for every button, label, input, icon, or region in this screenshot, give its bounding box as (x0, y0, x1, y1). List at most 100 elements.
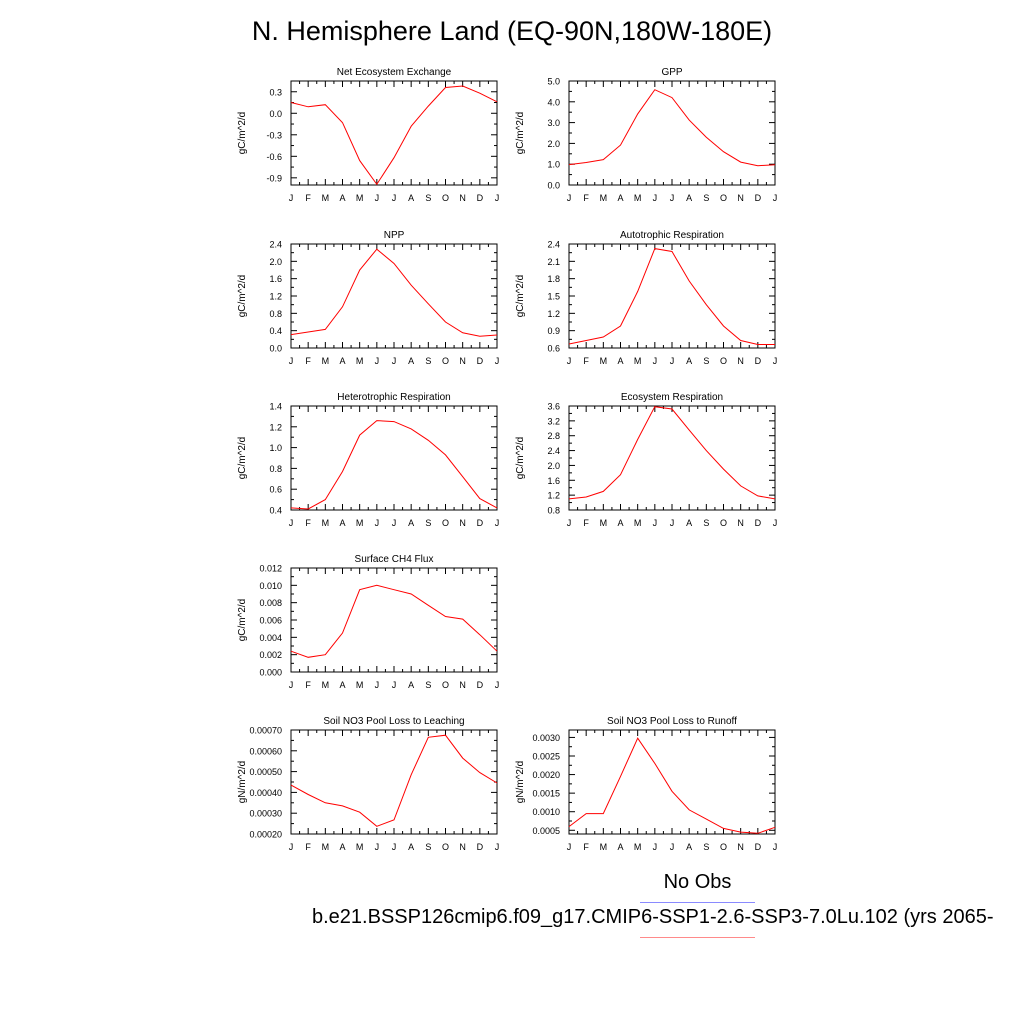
x-tick-label: J (375, 356, 380, 366)
chart-title: Surface CH4 Flux (355, 554, 434, 565)
chart-title: Autotrophic Respiration (620, 230, 724, 241)
y-tick-label: 0.0010 (532, 807, 560, 817)
y-axis-label: gN/m^2/d (515, 761, 526, 804)
chart-panel-no3leach: Soil NO3 Pool Loss to Leaching gN/m^2/d J F… (237, 716, 499, 852)
x-tick-label: A (617, 842, 623, 852)
x-tick-label: N (737, 842, 744, 852)
y-tick-label: 0.8 (547, 506, 560, 516)
y-tick-label: 0.8 (269, 464, 282, 474)
x-tick-label: A (339, 356, 345, 366)
x-tick-label: O (442, 356, 449, 366)
x-tick-label: J (392, 193, 397, 203)
x-tick-label: J (773, 518, 778, 528)
y-tick-label: 0.006 (259, 616, 282, 626)
x-tick-label: M (356, 193, 364, 203)
plot-frame (290, 729, 498, 835)
x-tick-label: N (459, 680, 466, 690)
y-tick-label: 1.0 (547, 160, 560, 170)
series-line (290, 584, 498, 658)
x-tick-label: S (425, 842, 431, 852)
y-axis-label: gC/m^2/d (515, 437, 526, 480)
x-tick-label: J (375, 518, 380, 528)
x-tick-label: S (703, 518, 709, 528)
x-tick-label: J (289, 518, 294, 528)
x-tick-label: M (356, 680, 364, 690)
y-tick-label: 2.0 (269, 257, 282, 267)
chart-title: Soil NO3 Pool Loss to Leaching (323, 716, 464, 727)
y-tick-label: 0.00020 (249, 830, 282, 840)
y-tick-label: 0.8 (269, 309, 282, 319)
legend-case-line (640, 937, 755, 938)
y-tick-label: 2.0 (547, 461, 560, 471)
y-tick-label: 0.008 (259, 598, 282, 608)
y-tick-label: 2.4 (269, 240, 282, 250)
x-tick-label: J (375, 680, 380, 690)
x-tick-label: J (653, 193, 658, 203)
y-tick-label: 1.2 (547, 491, 560, 501)
plot-frame (290, 567, 498, 673)
x-tick-label: N (459, 842, 466, 852)
y-tick-label: 0.6 (269, 485, 282, 495)
series-line (290, 734, 498, 827)
x-tick-label: F (305, 193, 311, 203)
plot-frame (568, 729, 776, 835)
y-tick-label: 0.0 (547, 181, 560, 191)
series-line (568, 89, 776, 167)
y-axis-label: gN/m^2/d (237, 761, 248, 804)
x-tick-label: M (356, 842, 364, 852)
x-tick-label: D (477, 842, 484, 852)
y-axis-label: gC/m^2/d (237, 599, 248, 642)
x-tick-label: A (339, 193, 345, 203)
y-tick-label: 3.2 (547, 416, 560, 426)
x-tick-label: F (305, 356, 311, 366)
y-tick-label: 0.0 (269, 344, 282, 354)
plot-frame (290, 243, 498, 349)
y-tick-label: 0.00050 (249, 767, 282, 777)
y-tick-label: 1.5 (547, 292, 560, 302)
x-tick-label: J (289, 842, 294, 852)
y-tick-label: 0.3 (269, 87, 282, 97)
series-line (568, 406, 776, 500)
legend-obs-label: No Obs (663, 871, 732, 893)
x-tick-label: A (686, 356, 692, 366)
y-tick-label: 1.0 (269, 443, 282, 453)
series-line (290, 420, 498, 510)
x-tick-label: F (583, 842, 589, 852)
y-tick-label: 0.00040 (249, 788, 282, 798)
y-tick-label: 3.6 (547, 402, 560, 412)
x-tick-label: M (600, 842, 608, 852)
x-tick-label: M (600, 193, 608, 203)
y-tick-label: 0.000 (259, 668, 282, 678)
x-tick-label: A (408, 680, 414, 690)
x-tick-label: N (737, 193, 744, 203)
x-tick-label: J (773, 356, 778, 366)
plot-frame (568, 405, 776, 511)
x-tick-label: J (653, 842, 658, 852)
x-tick-label: J (289, 680, 294, 690)
x-tick-label: J (495, 193, 500, 203)
x-tick-label: J (289, 356, 294, 366)
x-tick-label: J (375, 193, 380, 203)
x-tick-label: A (617, 193, 623, 203)
x-tick-label: F (583, 193, 589, 203)
x-tick-label: A (339, 842, 345, 852)
y-tick-label: 0.0015 (532, 789, 560, 799)
x-tick-label: N (459, 518, 466, 528)
x-tick-label: J (392, 680, 397, 690)
y-tick-label: 0.004 (259, 633, 282, 643)
y-axis-label: gC/m^2/d (515, 112, 526, 155)
x-tick-label: J (670, 842, 675, 852)
y-tick-label: 2.8 (547, 431, 560, 441)
chart-title: Heterotrophic Respiration (337, 392, 450, 403)
y-tick-label: 0.010 (259, 581, 282, 591)
x-tick-label: M (356, 518, 364, 528)
x-tick-label: A (339, 518, 345, 528)
y-tick-label: 0.0025 (532, 752, 560, 762)
x-tick-label: D (477, 193, 484, 203)
x-tick-label: M (322, 518, 330, 528)
series-line (290, 248, 498, 337)
x-tick-label: J (653, 356, 658, 366)
